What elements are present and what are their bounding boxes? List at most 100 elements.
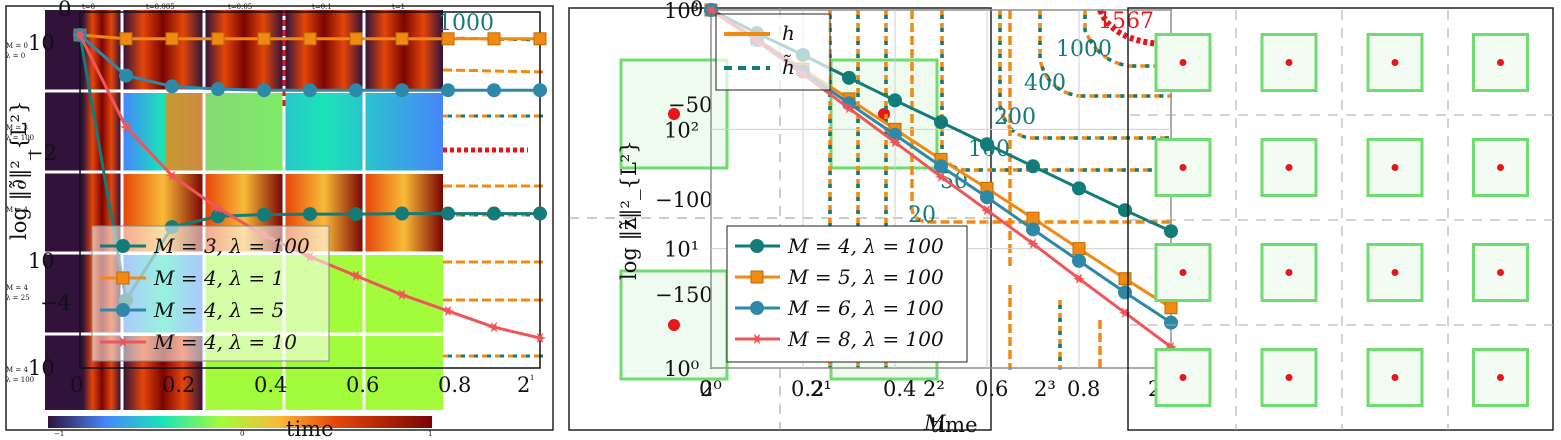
x-tick: 1	[530, 374, 534, 382]
x-tick: 2⁰	[700, 377, 722, 401]
cell-center-dot	[1285, 269, 1293, 276]
cell-center-dot	[1285, 164, 1293, 171]
contour-label: 1000	[438, 11, 494, 36]
y-tick: 10⁰	[664, 357, 699, 381]
cell-center-dot	[1497, 59, 1504, 66]
x-tick: 0.8	[1067, 377, 1100, 401]
data-point	[487, 32, 501, 46]
data-point	[165, 79, 179, 94]
data-point	[1026, 211, 1040, 225]
data-point	[534, 332, 546, 344]
data-point	[935, 171, 947, 182]
legend-label: M = 4, λ = 5	[153, 298, 284, 322]
data-point	[1026, 222, 1040, 237]
legend-marker	[116, 239, 130, 253]
cell-center-dot	[1179, 164, 1187, 171]
middle-overlay-yticks: 0 −50 −100 −150	[655, 0, 713, 307]
data-point	[1072, 181, 1086, 196]
cell-center-dot	[1497, 269, 1504, 276]
x-tick: 0.8	[438, 373, 471, 397]
data-point	[211, 209, 225, 224]
data-point	[1119, 307, 1131, 318]
data-point	[1118, 285, 1132, 300]
y-tick: 10²	[664, 118, 699, 142]
data-point	[1073, 273, 1085, 284]
legend-label: M = 8, λ = 100	[787, 327, 944, 351]
x-tick: 0.6	[975, 377, 1008, 401]
data-point	[1165, 341, 1177, 353]
row-labels: M = 0 λ = 0 M = 3 λ = 100 M = 4 M = 4 λ …	[6, 42, 34, 384]
row-label: λ = 25	[6, 294, 30, 302]
x-tick: 0.4	[254, 373, 287, 397]
h-tilde-legend-label: h̃	[782, 55, 795, 79]
data-point	[166, 170, 178, 181]
data-point	[257, 83, 271, 98]
heatmap-tile	[205, 93, 283, 171]
x-tick: 0	[699, 377, 712, 401]
middle-overlay-xticks: 2⁰ 2¹ 2² 2³ 2⁴	[700, 377, 1170, 401]
x-tick: 2³	[1034, 377, 1056, 401]
legend-label: M = 4, λ = 1	[153, 266, 284, 290]
top-label: t=0.005	[146, 3, 175, 11]
x-tick: 2²	[923, 377, 945, 401]
data-point	[257, 32, 271, 46]
data-point	[442, 305, 454, 317]
cell-center-dot	[1179, 269, 1187, 276]
row-label: M = 3	[6, 124, 28, 132]
data-point	[395, 83, 409, 98]
data-point	[211, 32, 225, 46]
cell-center-dot	[1391, 269, 1399, 276]
cell-center-dot	[668, 319, 680, 331]
y-axis-label: log ‖z̃‖²_{L²}	[617, 140, 642, 280]
row-label: λ = 0	[6, 52, 25, 60]
data-point	[1118, 272, 1132, 286]
data-point	[1164, 301, 1178, 315]
overlay-x-axis-label: M	[923, 411, 946, 435]
y-tick: 10³	[664, 0, 699, 23]
cell-center-dot	[1391, 164, 1399, 171]
row-label: M = 0	[6, 42, 28, 50]
contour-label: 1000	[1056, 37, 1112, 62]
cell-center-dot	[1497, 374, 1504, 381]
cell-center-dot	[1391, 59, 1399, 66]
legend-marker	[117, 336, 129, 348]
top-label: t=0	[82, 3, 95, 11]
heatmap-tile	[365, 10, 443, 90]
y-tick: −4	[40, 291, 71, 315]
data-point	[441, 32, 455, 46]
data-point	[349, 207, 363, 222]
data-point	[487, 206, 501, 221]
legend-label: M = 4, λ = 10	[153, 330, 297, 354]
data-point	[842, 70, 856, 85]
cell-center-dot	[1179, 374, 1187, 381]
row-label: M = 4	[6, 284, 28, 292]
y-tick: 0	[690, 0, 703, 21]
top-label: t=0.1	[312, 3, 332, 11]
data-point	[303, 83, 317, 98]
data-point	[487, 83, 501, 98]
row-label: λ = 100	[6, 134, 34, 142]
colorbar-tick: 1	[428, 430, 432, 438]
legend-label: M = 3, λ = 100	[153, 234, 310, 258]
left-x-ticks: 0 0.2 0.4 0.6 0.8 2 1	[70, 373, 534, 397]
data-point	[843, 103, 855, 114]
row-label: M = 4	[6, 206, 28, 214]
legend-marker	[116, 303, 130, 317]
left-panel: 1000 M = 0 λ = 0 M = 3 λ = 100 M = 4 M =…	[5, 0, 554, 440]
x-tick: 0.6	[346, 373, 379, 397]
y-tick: 10	[28, 31, 55, 55]
cell-center-dot	[1391, 374, 1399, 381]
data-point	[441, 206, 455, 221]
data-point	[165, 32, 179, 46]
legend-label: M = 6, λ = 100	[787, 296, 944, 320]
data-point	[980, 190, 994, 205]
data-point	[350, 270, 362, 281]
y-axis-label: log ‖∂̃‖²_{L²}	[7, 101, 32, 240]
y-tick: −2	[26, 141, 57, 165]
right-grid	[1130, 10, 1553, 430]
y-tick: 10	[28, 249, 55, 273]
x-tick: 2¹	[810, 377, 832, 401]
y-tick: −50	[668, 93, 712, 117]
x-tick: 0.2	[791, 377, 824, 401]
